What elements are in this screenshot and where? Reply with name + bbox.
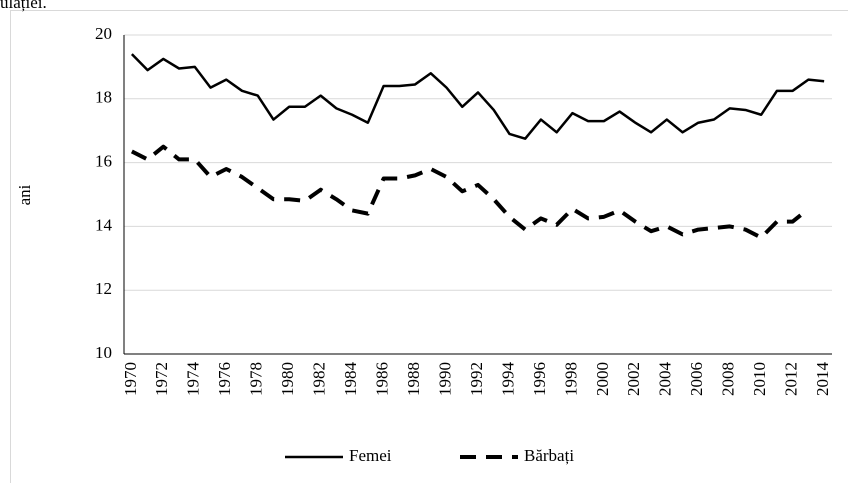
x-tick-label: 1982	[310, 362, 329, 396]
x-tick-label: 1974	[184, 362, 203, 397]
x-tick-label: 1976	[215, 362, 234, 396]
y-tick-label: 12	[95, 279, 112, 298]
x-tick-label: 2000	[593, 362, 612, 396]
chart-frame	[10, 10, 848, 483]
x-tick-label: 2010	[750, 362, 769, 396]
x-tick-label: 1978	[247, 362, 266, 396]
x-tick-label: 1996	[530, 362, 549, 396]
x-tick-label: 1994	[498, 362, 517, 397]
x-tick-label: 2006	[687, 362, 706, 396]
x-tick-label: 2008	[719, 362, 738, 396]
legend-label: Bărbați	[524, 446, 574, 465]
x-tick-label: 1992	[467, 362, 486, 396]
line	[130, 53, 825, 140]
x-tick-label: 2002	[624, 362, 643, 396]
x-tick-label: 1984	[341, 362, 360, 397]
x-tick-label: 2004	[656, 362, 675, 397]
x-tick-label: 1970	[121, 362, 140, 396]
y-axis-label: ani	[15, 184, 34, 205]
x-tick-label: 1990	[435, 362, 454, 396]
x-tick-label: 2014	[813, 362, 832, 397]
x-tick-label: 1998	[561, 362, 580, 396]
line	[130, 144, 810, 240]
y-tick-label: 16	[95, 152, 112, 171]
x-tick-label: 1988	[404, 362, 423, 396]
y-tick-label: 20	[95, 24, 112, 43]
caption: ulației.	[0, 0, 47, 12]
x-tick-label: 1972	[152, 362, 171, 396]
y-tick-label: 10	[95, 343, 112, 362]
x-tick-label: 1980	[278, 362, 297, 396]
x-tick-label: 2012	[782, 362, 801, 396]
legend-label: Femei	[349, 446, 392, 465]
x-tick-label: 1986	[373, 362, 392, 396]
y-tick-label: 18	[95, 88, 112, 107]
y-tick-label: 14	[95, 215, 113, 234]
